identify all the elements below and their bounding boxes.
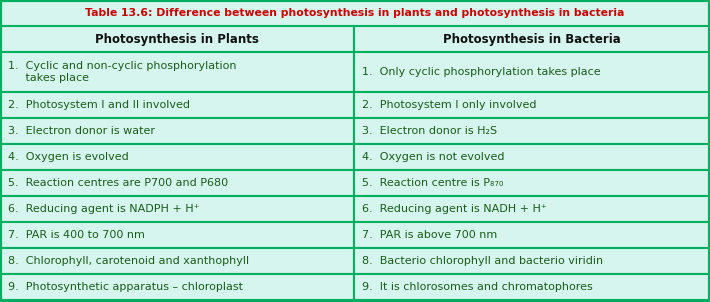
Bar xyxy=(354,248,710,274)
Text: 8.  Chlorophyll, carotenoid and xanthophyll: 8. Chlorophyll, carotenoid and xanthophy… xyxy=(8,256,249,266)
Bar xyxy=(354,274,710,300)
Text: 7.  PAR is above 700 nm: 7. PAR is above 700 nm xyxy=(362,230,497,240)
Bar xyxy=(0,0,710,26)
Bar xyxy=(0,222,354,248)
Text: 2.  Photosystem I and II involved: 2. Photosystem I and II involved xyxy=(8,100,190,110)
Bar xyxy=(0,170,354,196)
Bar xyxy=(354,118,710,144)
Bar xyxy=(0,26,354,52)
Bar xyxy=(354,170,710,196)
Bar xyxy=(0,196,354,222)
Text: 2.  Photosystem I only involved: 2. Photosystem I only involved xyxy=(362,100,537,110)
Text: 5.  Reaction centre is P₈₇₀: 5. Reaction centre is P₈₇₀ xyxy=(362,178,503,188)
Text: Table 13.6: Difference between photosynthesis in plants and photosynthesis in ba: Table 13.6: Difference between photosynt… xyxy=(85,8,625,18)
Bar xyxy=(354,196,710,222)
Text: 4.  Oxygen is evolved: 4. Oxygen is evolved xyxy=(8,152,129,162)
Text: Photosynthesis in Plants: Photosynthesis in Plants xyxy=(95,33,259,46)
Text: 1.  Cyclic and non-cyclic phosphorylation
     takes place: 1. Cyclic and non-cyclic phosphorylation… xyxy=(8,61,236,83)
Bar xyxy=(354,52,710,92)
Text: 7.  PAR is 400 to 700 nm: 7. PAR is 400 to 700 nm xyxy=(8,230,145,240)
Bar xyxy=(354,144,710,170)
Text: Photosynthesis in Bacteria: Photosynthesis in Bacteria xyxy=(443,33,621,46)
Text: 3.  Electron donor is H₂S: 3. Electron donor is H₂S xyxy=(362,126,497,136)
Bar xyxy=(354,222,710,248)
Text: 1.  Only cyclic phosphorylation takes place: 1. Only cyclic phosphorylation takes pla… xyxy=(362,67,601,77)
Text: 9.  It is chlorosomes and chromatophores: 9. It is chlorosomes and chromatophores xyxy=(362,282,593,292)
Bar xyxy=(0,118,354,144)
Text: 6.  Reducing agent is NADH + H⁺: 6. Reducing agent is NADH + H⁺ xyxy=(362,204,547,214)
Bar xyxy=(0,92,354,118)
Text: 5.  Reaction centres are P700 and P680: 5. Reaction centres are P700 and P680 xyxy=(8,178,228,188)
Text: 6.  Reducing agent is NADPH + H⁺: 6. Reducing agent is NADPH + H⁺ xyxy=(8,204,200,214)
Text: 9.  Photosynthetic apparatus – chloroplast: 9. Photosynthetic apparatus – chloroplas… xyxy=(8,282,243,292)
Bar xyxy=(354,26,710,52)
Text: 8.  Bacterio chlorophyll and bacterio viridin: 8. Bacterio chlorophyll and bacterio vir… xyxy=(362,256,603,266)
Bar xyxy=(0,274,354,300)
Bar xyxy=(0,52,354,92)
Text: 3.  Electron donor is water: 3. Electron donor is water xyxy=(8,126,155,136)
Bar xyxy=(0,248,354,274)
Bar xyxy=(354,92,710,118)
Text: 4.  Oxygen is not evolved: 4. Oxygen is not evolved xyxy=(362,152,505,162)
Bar xyxy=(0,144,354,170)
